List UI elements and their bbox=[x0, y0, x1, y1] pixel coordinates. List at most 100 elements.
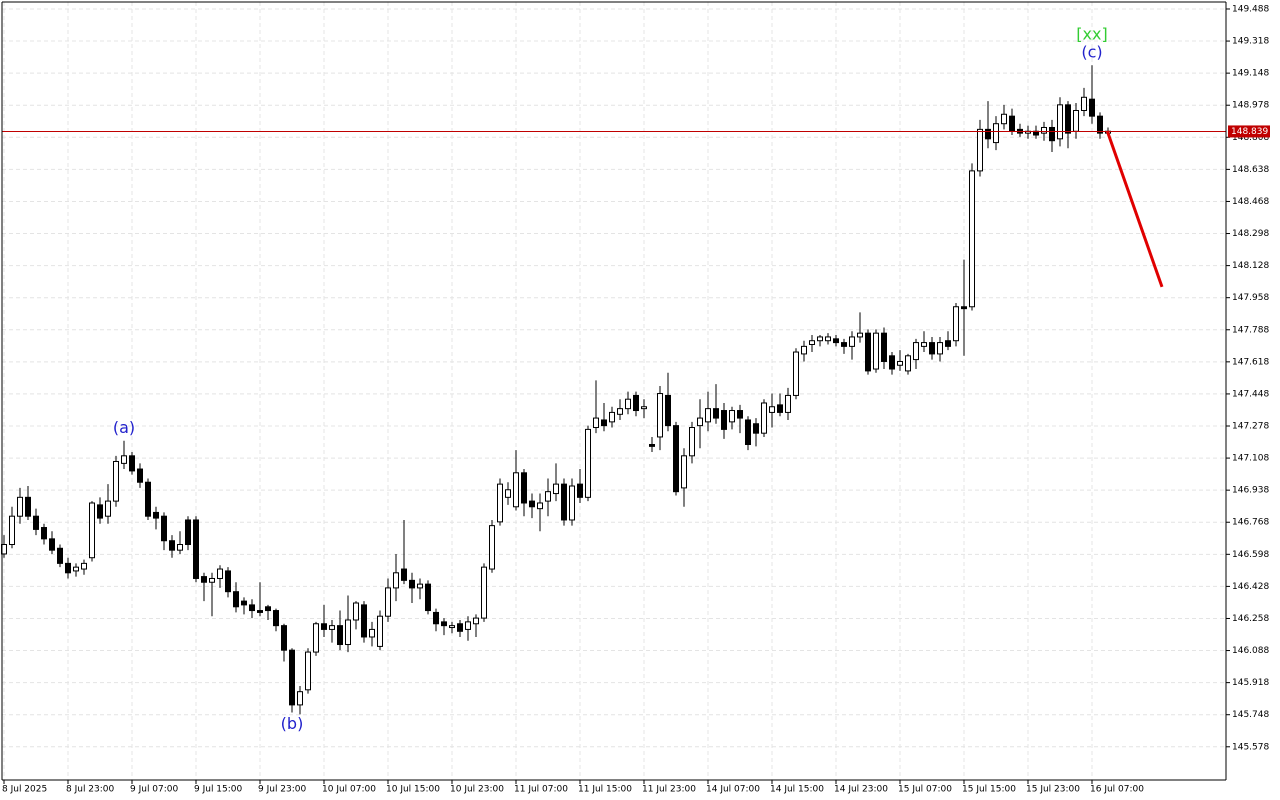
candle-body bbox=[9, 515, 15, 546]
candle-body bbox=[89, 502, 95, 559]
y-tick-label: 149.148 bbox=[1232, 69, 1269, 79]
candle-body bbox=[241, 600, 247, 606]
wave-label: (c) bbox=[1081, 43, 1102, 62]
x-tick-label: 9 Jul 23:00 bbox=[258, 785, 307, 795]
candle-body bbox=[977, 128, 983, 172]
candle-body bbox=[753, 423, 759, 434]
candle-body bbox=[377, 615, 383, 647]
candle-body bbox=[617, 408, 623, 415]
x-tick-label: 9 Jul 07:00 bbox=[130, 785, 179, 795]
candle-body bbox=[681, 455, 687, 489]
candle-body bbox=[313, 623, 319, 653]
candle-body bbox=[65, 562, 71, 574]
candle-body bbox=[609, 411, 615, 423]
candle-body bbox=[817, 336, 823, 342]
candle-body bbox=[201, 576, 207, 583]
candle-body bbox=[417, 583, 423, 589]
y-tick-label: 148.298 bbox=[1232, 229, 1269, 239]
candle-body bbox=[801, 345, 807, 355]
candle-body bbox=[473, 617, 479, 625]
candle-body bbox=[537, 502, 543, 510]
candle-body bbox=[433, 611, 439, 625]
x-tick-label: 8 Jul 23:00 bbox=[66, 785, 115, 795]
candle-body bbox=[57, 547, 63, 564]
y-tick-label: 146.598 bbox=[1232, 550, 1269, 560]
candle-body bbox=[577, 483, 583, 498]
candle-body bbox=[505, 489, 511, 498]
overlay: 148.839 (a) (b) (c)[xx] bbox=[2, 25, 1270, 733]
candle-body bbox=[809, 340, 815, 345]
candle-body bbox=[337, 625, 343, 646]
candle-body bbox=[881, 332, 887, 362]
x-tick-label: 9 Jul 15:00 bbox=[194, 785, 243, 795]
candle-body bbox=[249, 604, 255, 612]
candle-body bbox=[217, 568, 223, 579]
y-tick-label: 145.578 bbox=[1232, 742, 1269, 752]
candle-body bbox=[145, 481, 151, 517]
candle-body bbox=[97, 504, 103, 519]
candle-body bbox=[489, 525, 495, 570]
candle-body bbox=[897, 360, 903, 366]
candle-body bbox=[105, 500, 111, 517]
candle-body bbox=[601, 419, 607, 427]
candle-body bbox=[361, 604, 367, 638]
candle-body bbox=[465, 621, 471, 630]
candle-body bbox=[457, 623, 463, 632]
candle-body bbox=[841, 342, 847, 347]
candle-body bbox=[1057, 104, 1063, 140]
candle-body bbox=[561, 483, 567, 521]
x-tick-label: 10 Jul 15:00 bbox=[386, 785, 440, 795]
candle-body bbox=[409, 579, 415, 589]
x-tick-label: 15 Jul 23:00 bbox=[1026, 785, 1080, 795]
candle-body bbox=[905, 355, 911, 372]
candle-body bbox=[1065, 104, 1071, 134]
candle-body bbox=[33, 515, 39, 530]
candle-body bbox=[713, 408, 719, 419]
candle-body bbox=[257, 610, 263, 613]
y-tick-label: 146.938 bbox=[1232, 486, 1269, 496]
y-tick-label: 146.768 bbox=[1232, 518, 1269, 528]
price-label-bg bbox=[1228, 125, 1270, 138]
y-tick-label: 148.468 bbox=[1232, 197, 1269, 207]
x-tick-label: 11 Jul 15:00 bbox=[578, 785, 632, 795]
x-tick-label: 8 Jul 2025 bbox=[2, 785, 47, 795]
candle-body bbox=[921, 342, 927, 347]
candle-body bbox=[225, 570, 231, 593]
candle-body bbox=[865, 332, 871, 372]
y-tick-label: 146.088 bbox=[1232, 646, 1269, 656]
candle-body bbox=[769, 406, 775, 413]
candle-body bbox=[833, 338, 839, 344]
candle-body bbox=[73, 566, 79, 572]
candle-body bbox=[969, 170, 975, 308]
candle-body bbox=[177, 544, 183, 551]
candle-body bbox=[521, 472, 527, 504]
candle-body bbox=[673, 425, 679, 493]
forecast-line bbox=[1105, 130, 1164, 288]
candle-body bbox=[857, 332, 863, 338]
x-tick-label: 14 Jul 15:00 bbox=[770, 785, 824, 795]
candle-body bbox=[41, 527, 47, 540]
candle-body bbox=[321, 623, 327, 630]
candle-body bbox=[705, 408, 711, 423]
y-tick-label: 147.788 bbox=[1232, 325, 1269, 335]
candle-body bbox=[953, 306, 959, 342]
candle-body bbox=[401, 568, 407, 581]
candle-body bbox=[369, 628, 375, 638]
candle-body bbox=[985, 128, 991, 140]
candle-body bbox=[441, 621, 447, 627]
candle-body bbox=[1081, 96, 1087, 112]
candle-body bbox=[929, 342, 935, 355]
candle-body bbox=[745, 419, 751, 445]
candle-body bbox=[1089, 98, 1095, 117]
x-tick-label: 11 Jul 07:00 bbox=[514, 785, 568, 795]
candle-body bbox=[937, 342, 943, 355]
candle-body bbox=[849, 336, 855, 347]
x-tick-label: 16 Jul 07:00 bbox=[1090, 785, 1144, 795]
x-tick-label: 10 Jul 07:00 bbox=[322, 785, 376, 795]
candle-body bbox=[729, 410, 735, 423]
candle-body bbox=[1097, 115, 1103, 134]
y-tick-label: 149.318 bbox=[1232, 37, 1269, 47]
candle-body bbox=[353, 602, 359, 621]
candle-body bbox=[625, 398, 631, 410]
